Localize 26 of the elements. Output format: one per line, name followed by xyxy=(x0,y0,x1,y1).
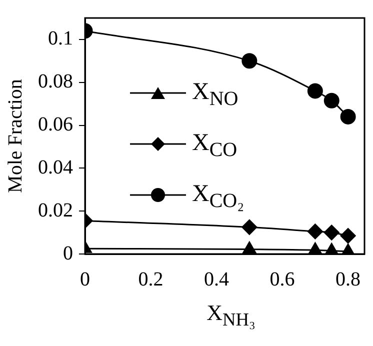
x-tick-label: 0.4 xyxy=(204,268,230,290)
x-tick-label: 0.2 xyxy=(138,268,164,290)
x-tick-label: 0.8 xyxy=(336,268,361,290)
x-axis-title: X$_{NH₃}$ xyxy=(206,300,256,330)
legend-label: X$_{CO₂}$ xyxy=(192,180,244,212)
y-tick-label: 0.06 xyxy=(38,114,73,136)
point xyxy=(340,108,356,124)
point xyxy=(242,219,258,235)
x-tick-label: 0.6 xyxy=(270,268,295,290)
point xyxy=(324,224,340,240)
point xyxy=(307,224,323,240)
x-tick-label: 0 xyxy=(80,268,90,290)
y-axis-title: Mole Fraction xyxy=(4,79,26,193)
y-tick-label: 0.08 xyxy=(38,70,73,93)
legend-label: X$_{CO}$ xyxy=(192,130,238,161)
y-tick-label: 0.1 xyxy=(48,28,73,50)
point xyxy=(340,228,356,244)
y-tick-label: 0.04 xyxy=(38,156,73,178)
point xyxy=(242,53,258,69)
point xyxy=(307,83,323,99)
point xyxy=(308,242,322,254)
y-tick-label: 0 xyxy=(63,242,73,264)
point xyxy=(324,92,340,108)
y-tick-label: 0.02 xyxy=(38,199,73,222)
legend-label: X$_{NO}$ xyxy=(192,79,238,110)
point xyxy=(242,242,256,254)
